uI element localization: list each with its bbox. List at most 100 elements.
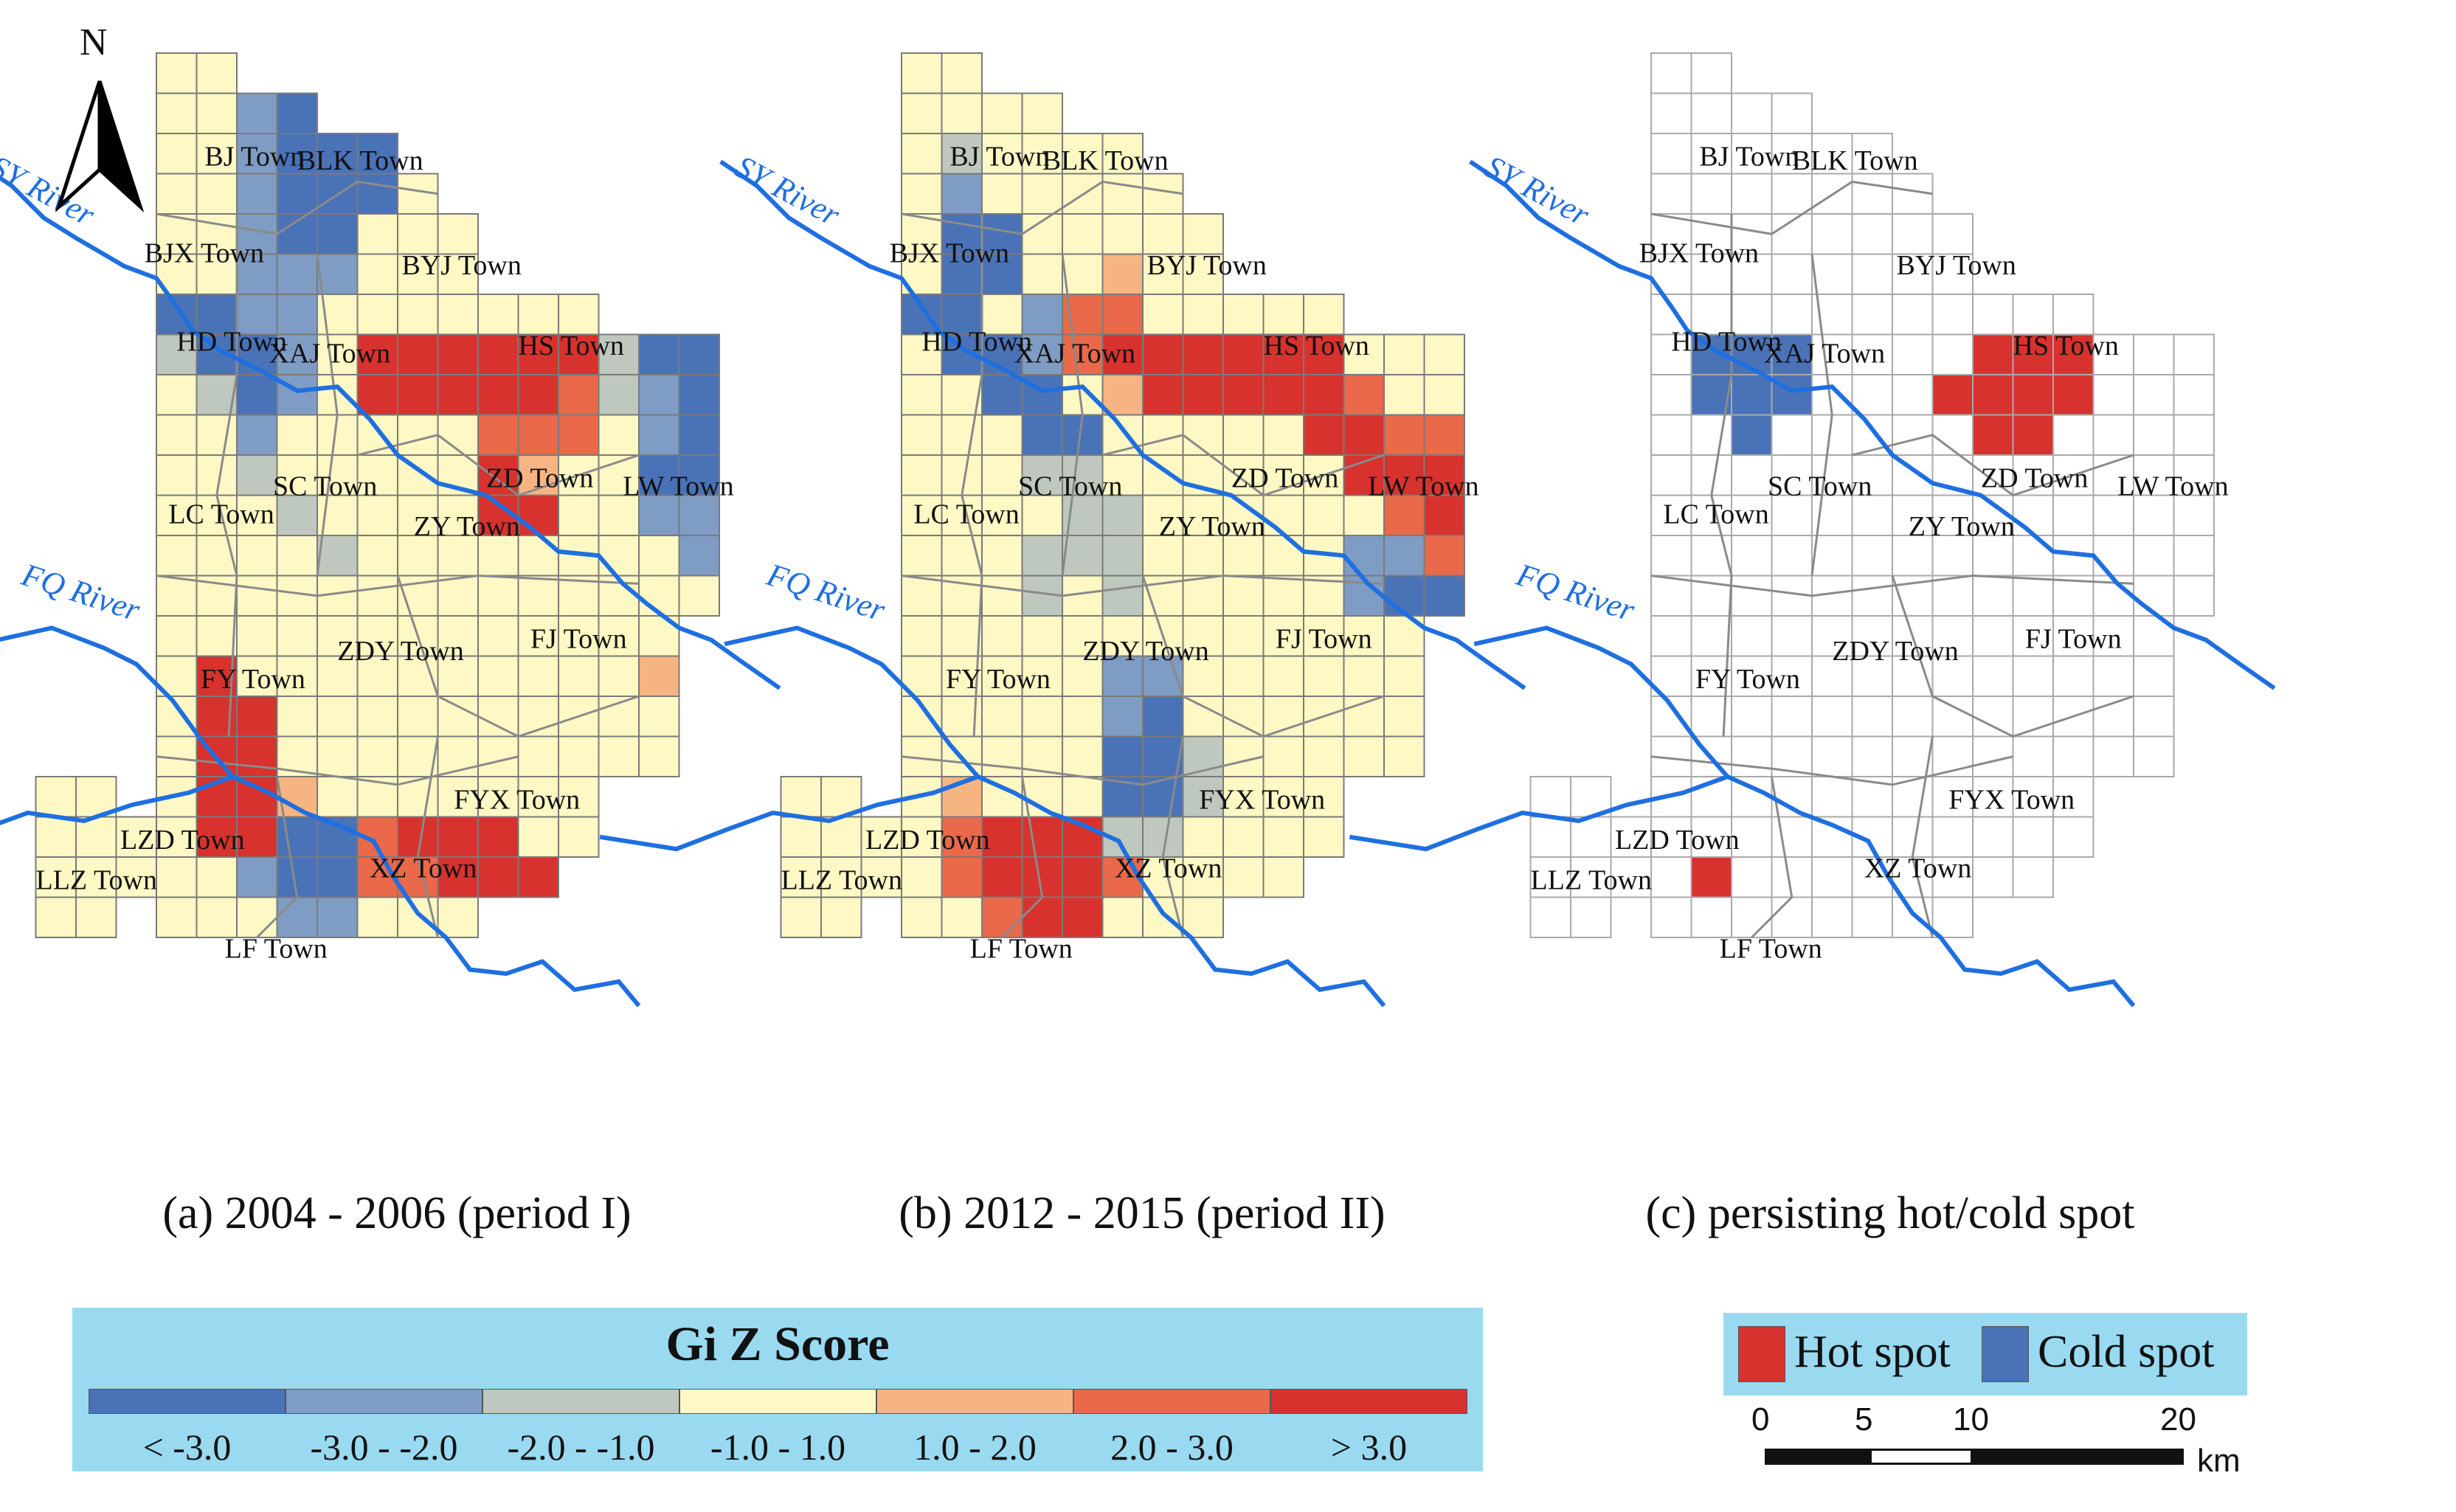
grid-cell (1303, 294, 1345, 336)
grid-cell (678, 333, 720, 375)
grid-cell (356, 253, 398, 295)
grid-cell (2052, 494, 2094, 536)
grid-cell (558, 816, 600, 858)
grid-cell (2173, 454, 2215, 496)
grid-cell (2012, 494, 2054, 536)
grid-cell (1101, 133, 1144, 175)
grid-cell (1101, 535, 1144, 577)
grid-cell (236, 454, 278, 496)
grid-cell (1811, 896, 1853, 938)
grid-cell (1892, 494, 1934, 536)
hot-spot-swatch (1738, 1326, 1785, 1382)
grid-cell (1062, 776, 1104, 818)
grid-cell (397, 333, 439, 375)
town-label: LC Town (1663, 499, 1768, 530)
grid-cell (1303, 655, 1345, 697)
grid-cell (1222, 333, 1265, 375)
grid-cell (1262, 856, 1304, 898)
grid-cell (477, 454, 519, 496)
grid-cell (598, 414, 640, 456)
grid-cell (2012, 856, 2054, 898)
grid-cell (1972, 615, 2014, 657)
grid-cell (1811, 535, 1853, 577)
township-boundary (1061, 254, 1084, 576)
grid-cell (2012, 655, 2054, 697)
grid-cell (2133, 735, 2175, 777)
grid-cell (2012, 735, 2054, 777)
grid-cell (477, 333, 519, 375)
river-line (724, 625, 1386, 1008)
grid-cell (1343, 655, 1385, 697)
grid-cell (1021, 414, 1063, 456)
grid-cell (1142, 494, 1184, 536)
grid-cell (1182, 494, 1224, 536)
grid-cell (1529, 856, 1571, 898)
grid-cell (780, 896, 822, 938)
grid-cell (1892, 896, 1934, 938)
grid-cell (1262, 374, 1304, 416)
grid-cell (1811, 735, 1853, 777)
scale-tick-5: 5 (1855, 1401, 1873, 1438)
grid-cell (1931, 776, 1974, 818)
town-label: XAJ Town (1014, 339, 1136, 370)
grid-cell (1101, 333, 1144, 375)
grid-cell (1972, 535, 2014, 577)
town-label: HS Town (2013, 330, 2119, 361)
grid-cell (1972, 575, 2014, 617)
township-boundary (156, 180, 438, 235)
township-boundary (396, 575, 640, 738)
grid-cell (1972, 333, 2014, 375)
grid-cell (316, 655, 359, 697)
grid-cell (276, 253, 318, 295)
grid-cell (1142, 414, 1184, 456)
grid-cell (1101, 374, 1144, 416)
grid-cell (1423, 374, 1465, 416)
grid-cell (356, 213, 398, 255)
grid-cell (1222, 816, 1265, 858)
grid-cell (517, 535, 559, 577)
grid-cell (1650, 333, 1692, 375)
scale-bar: 0 5 10 20 km (1751, 1401, 2272, 1482)
grid-cell (1771, 896, 1813, 938)
grid-cell (1222, 575, 1265, 617)
town-label: FYX Town (454, 785, 580, 816)
grid-cell (638, 494, 680, 536)
grid-cell (1142, 333, 1184, 375)
grid-cell (1972, 414, 2014, 456)
grid-cell (196, 92, 238, 134)
grid-cell (901, 454, 943, 496)
town-label: LF Town (225, 933, 328, 964)
grid-cell (1731, 454, 1773, 496)
grid-cell (437, 575, 479, 617)
grid-cell (1062, 856, 1104, 898)
grid-cell (1343, 535, 1385, 577)
town-label: FJ Town (530, 624, 627, 655)
gi-class-swatch (482, 1389, 679, 1414)
grid-cell (437, 213, 479, 255)
grid-cell (678, 494, 720, 536)
grid-cell (820, 896, 862, 938)
grid-cell (780, 856, 822, 898)
grid-cell (2133, 535, 2175, 577)
grid-cell (1731, 173, 1773, 215)
grid-cell (981, 615, 1023, 657)
grid-cell (678, 575, 720, 617)
grid-cell (981, 696, 1023, 738)
river-label-sy: SY River (729, 148, 846, 233)
grid-cell (1771, 92, 1813, 134)
grid-cell (236, 575, 278, 617)
grid-cell (276, 896, 318, 938)
grid-cell (1062, 133, 1104, 175)
grid-cell (2052, 294, 2094, 336)
grid-cell (437, 494, 479, 536)
grid-cell (517, 414, 559, 456)
river-line (1349, 774, 1729, 852)
grid-cell (156, 173, 198, 215)
grid-cell (901, 615, 943, 657)
grid-cell (901, 173, 943, 215)
river-line (1473, 625, 2136, 1008)
grid-cell (1690, 414, 1732, 456)
town-label: FYX Town (1199, 785, 1325, 816)
grid-cell (1731, 575, 1773, 617)
grid-cell (1650, 535, 1692, 577)
